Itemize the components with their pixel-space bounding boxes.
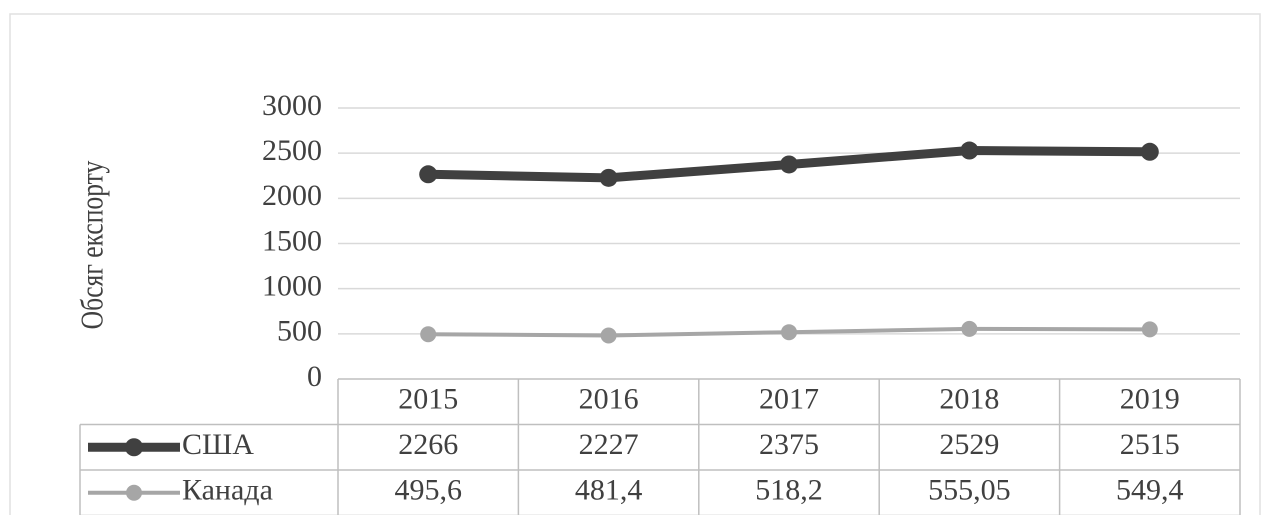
table-value: 518,2 <box>755 474 823 507</box>
point-marker <box>781 324 797 341</box>
legend-swatch-marker <box>126 484 142 501</box>
table-value: 555,05 <box>928 474 1011 507</box>
point-marker <box>960 141 979 160</box>
y-tick-label: 1000 <box>262 270 322 303</box>
x-tick-label: 2018 <box>939 383 999 416</box>
x-tick-label: 2016 <box>579 383 639 416</box>
table-value: 2515 <box>1120 428 1180 461</box>
point-marker <box>1140 142 1159 161</box>
x-tick-label: 2019 <box>1120 383 1180 416</box>
point-marker <box>599 168 618 187</box>
legend-label: Канада <box>182 474 273 507</box>
table-value: 2266 <box>398 428 458 461</box>
point-marker <box>1141 321 1158 338</box>
y-tick-label: 500 <box>277 315 322 348</box>
point-marker <box>600 327 617 344</box>
table-value: 2375 <box>759 428 819 461</box>
table-value: 2529 <box>939 428 999 461</box>
y-tick-label: 1500 <box>262 224 322 257</box>
table-value: 549,4 <box>1116 474 1184 507</box>
point-marker <box>780 155 798 174</box>
y-axis-label: Обсяг експорту <box>75 160 110 329</box>
table-value: 2227 <box>579 428 639 461</box>
chart-frame <box>9 13 1261 515</box>
point-marker <box>961 320 978 337</box>
legend-swatch-marker <box>125 438 143 457</box>
y-tick-label: 2000 <box>262 179 322 212</box>
y-tick-label: 2500 <box>262 134 322 167</box>
y-tick-label: 0 <box>307 360 322 393</box>
x-tick-label: 2015 <box>398 383 458 416</box>
table-value: 481,4 <box>575 474 643 507</box>
point-marker <box>419 165 438 184</box>
y-tick-label: 3000 <box>262 89 322 122</box>
legend-label: США <box>182 428 254 461</box>
x-tick-label: 2017 <box>759 383 819 416</box>
table-value: 495,6 <box>394 474 462 507</box>
point-marker <box>420 326 437 343</box>
